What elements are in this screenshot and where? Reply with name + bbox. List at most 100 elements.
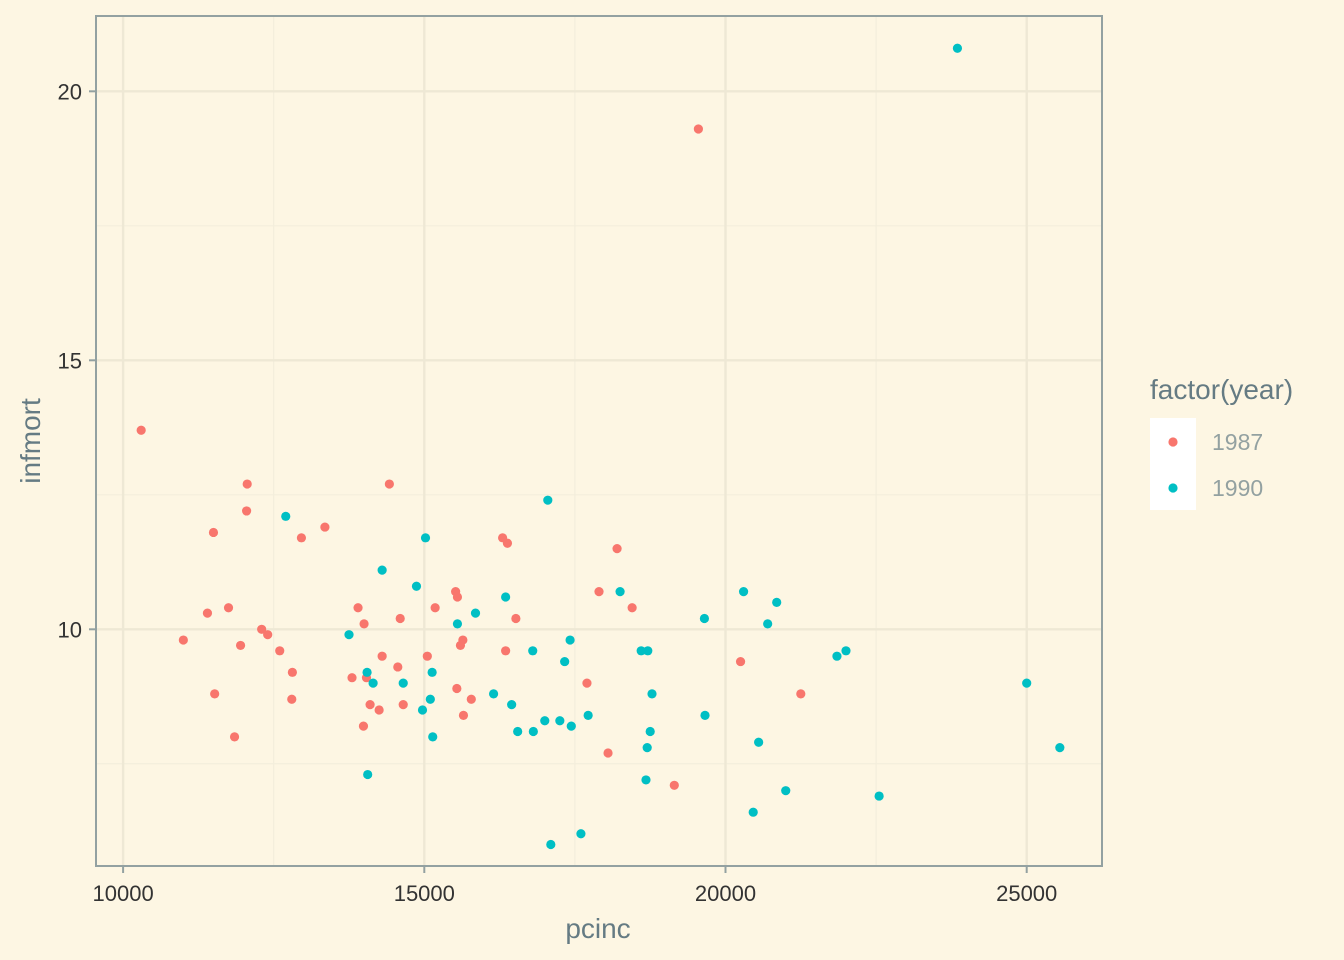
data-point (735, 656, 746, 667)
data-point (738, 587, 749, 597)
data-point (422, 651, 432, 661)
panel-border (95, 15, 1103, 867)
data-point (452, 592, 463, 602)
grid-lines (96, 16, 1102, 866)
data-point (669, 780, 679, 790)
data-point (546, 839, 556, 850)
data-point (452, 619, 463, 629)
data-point (513, 726, 523, 737)
data-point (528, 646, 538, 656)
data-point (627, 603, 637, 613)
data-point (358, 721, 369, 731)
data-point (645, 726, 655, 737)
data-point (874, 791, 884, 801)
data-points (136, 43, 1065, 850)
data-point (377, 565, 387, 575)
data-point (430, 603, 440, 613)
data-point (615, 587, 625, 597)
data-point (612, 543, 622, 554)
legend-label: 1990 (1212, 475, 1263, 501)
legend-item-1987: 1987 (1168, 429, 1263, 455)
data-point (952, 43, 963, 53)
data-point (555, 716, 565, 726)
data-point (458, 635, 468, 645)
legend-key-background (1150, 418, 1196, 510)
x-axis-title: pcinc (565, 913, 630, 944)
x-tick-label: 10000 (93, 881, 154, 906)
data-point (417, 705, 428, 715)
data-point (202, 608, 213, 618)
data-point (466, 694, 476, 704)
data-point (452, 683, 462, 694)
data-point (242, 479, 252, 489)
y-tick-label: 10 (58, 617, 82, 642)
data-point (365, 700, 375, 710)
data-point (398, 700, 408, 710)
data-point (647, 689, 657, 699)
data-point (359, 619, 369, 629)
data-point (582, 678, 592, 688)
data-point (583, 710, 593, 720)
data-point (488, 689, 499, 699)
data-point (511, 613, 521, 624)
data-point (594, 587, 604, 597)
data-point (353, 603, 363, 613)
legend-label: 1987 (1212, 429, 1263, 455)
x-tick-label: 15000 (394, 881, 455, 906)
data-point (576, 829, 586, 839)
legend-items: 1987 1990 (1150, 418, 1263, 510)
data-point (754, 737, 764, 747)
x-tick-label: 25000 (996, 881, 1057, 906)
data-point (528, 726, 538, 737)
data-point (565, 635, 575, 645)
data-point (411, 581, 422, 591)
data-point (560, 656, 570, 667)
data-point (425, 694, 435, 704)
data-point (841, 646, 851, 656)
data-point (344, 630, 354, 640)
data-point (229, 732, 240, 742)
data-point (1022, 678, 1032, 688)
data-point (642, 743, 652, 753)
data-point (748, 807, 758, 817)
data-point (636, 646, 646, 656)
data-point (287, 694, 297, 704)
data-point (281, 511, 291, 521)
y-tick-label: 20 (58, 79, 82, 104)
data-point (501, 646, 511, 656)
data-point (700, 710, 710, 720)
data-point (287, 667, 297, 677)
data-point (257, 624, 267, 634)
data-point (263, 630, 273, 640)
data-point (427, 667, 437, 677)
data-point (368, 678, 378, 688)
axes: 10000 15000 20000 25000 10 15 20 (58, 79, 1058, 906)
data-point (540, 716, 550, 726)
data-point (470, 608, 481, 618)
data-point (178, 635, 188, 645)
data-point (208, 527, 219, 538)
data-point (398, 678, 408, 688)
data-point (641, 775, 651, 785)
data-point (384, 479, 394, 489)
data-point (763, 619, 773, 629)
series-1987 (136, 124, 806, 790)
data-point (458, 710, 469, 720)
legend-title: factor(year) (1150, 374, 1293, 405)
y-tick-label: 15 (58, 348, 82, 373)
data-point (275, 646, 285, 656)
data-point (235, 640, 246, 651)
data-point (699, 613, 710, 624)
data-point (796, 689, 806, 699)
data-point (507, 700, 517, 710)
data-point (1055, 743, 1065, 753)
data-point (241, 506, 252, 516)
data-point (296, 533, 307, 543)
data-point (543, 495, 553, 505)
data-point (603, 748, 613, 758)
data-point (643, 646, 653, 656)
data-point (502, 538, 513, 548)
data-point (347, 673, 357, 683)
